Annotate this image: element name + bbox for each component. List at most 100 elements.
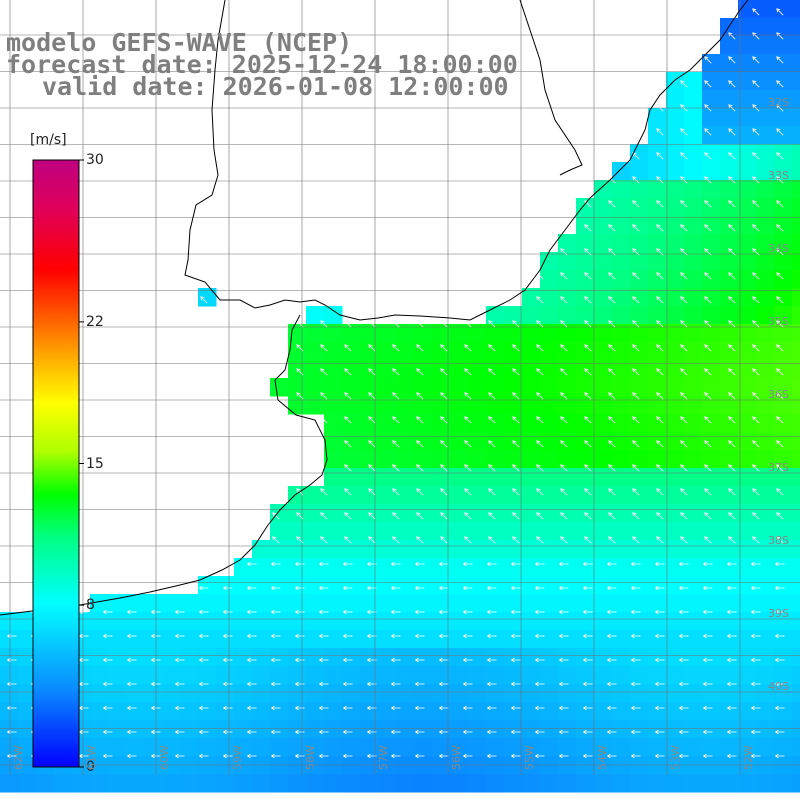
wind-cell bbox=[504, 576, 523, 595]
wind-cell bbox=[594, 414, 613, 433]
wind-cell bbox=[630, 630, 649, 649]
wind-arrow bbox=[704, 488, 712, 496]
wind-arrow bbox=[752, 176, 760, 184]
wind-cell bbox=[378, 396, 397, 415]
wind-arrow bbox=[702, 633, 713, 639]
wind-cell bbox=[684, 720, 703, 739]
wind-cell bbox=[234, 612, 253, 631]
wind-cell bbox=[684, 234, 703, 253]
wind-cell bbox=[684, 594, 703, 613]
wind-cell bbox=[540, 288, 559, 307]
wind-arrow bbox=[678, 609, 689, 615]
wind-cell bbox=[432, 702, 451, 721]
wind-arrow bbox=[368, 320, 376, 328]
wind-cell bbox=[180, 666, 199, 685]
wind-cell bbox=[306, 720, 325, 739]
wind-arrow bbox=[726, 753, 737, 759]
wind-cell bbox=[180, 738, 199, 757]
wind-cell bbox=[702, 108, 721, 127]
wind-cell bbox=[666, 468, 685, 487]
wind-arrow bbox=[342, 681, 353, 687]
wind-cell bbox=[216, 702, 235, 721]
wind-cell bbox=[630, 162, 649, 181]
wind-arrow bbox=[582, 681, 593, 687]
wind-arrow bbox=[608, 176, 616, 184]
latitude-label: 33S bbox=[768, 169, 789, 182]
wind-cell bbox=[360, 648, 379, 667]
wind-arrow bbox=[246, 561, 257, 567]
wind-cell bbox=[468, 450, 487, 469]
wind-arrow bbox=[416, 344, 424, 352]
wind-arrow bbox=[536, 416, 544, 424]
wind-cell bbox=[684, 576, 703, 595]
wind-arrow bbox=[486, 753, 497, 759]
wind-arrow bbox=[584, 368, 592, 376]
wind-arrow bbox=[654, 633, 665, 639]
wind-cell bbox=[630, 648, 649, 667]
wind-cell bbox=[792, 504, 800, 523]
wind-cell bbox=[306, 594, 325, 613]
wind-cell bbox=[216, 720, 235, 739]
wind-cell bbox=[630, 594, 649, 613]
wind-cell bbox=[432, 342, 451, 361]
wind-cell bbox=[324, 378, 343, 397]
wind-arrow bbox=[776, 176, 784, 184]
wind-cell bbox=[36, 774, 55, 793]
wind-arrow bbox=[270, 705, 281, 711]
wind-cell bbox=[558, 630, 577, 649]
wind-arrow bbox=[776, 296, 784, 304]
wind-cell bbox=[198, 594, 217, 613]
wind-arrow bbox=[390, 753, 401, 759]
wind-cell bbox=[594, 288, 613, 307]
wind-arrow bbox=[222, 633, 233, 639]
wind-arrow bbox=[320, 536, 328, 544]
wind-cell bbox=[648, 270, 667, 289]
wind-arrow bbox=[270, 681, 281, 687]
wind-cell bbox=[612, 738, 631, 757]
wind-arrow bbox=[392, 488, 400, 496]
wind-cell bbox=[450, 594, 469, 613]
wind-cell bbox=[594, 396, 613, 415]
wind-cell bbox=[702, 540, 721, 559]
wind-cell bbox=[594, 684, 613, 703]
wind-cell bbox=[540, 774, 559, 793]
wind-arrow bbox=[632, 368, 640, 376]
wind-arrow bbox=[750, 729, 761, 735]
wind-arrow bbox=[582, 753, 593, 759]
wind-arrow bbox=[726, 609, 737, 615]
wind-cell bbox=[18, 630, 37, 649]
wind-cell bbox=[540, 648, 559, 667]
wind-cell bbox=[378, 684, 397, 703]
wind-cell bbox=[144, 594, 163, 613]
wind-arrow bbox=[488, 368, 496, 376]
wind-cell bbox=[504, 630, 523, 649]
wind-arrow bbox=[440, 392, 448, 400]
wind-cell bbox=[288, 612, 307, 631]
wind-cell bbox=[648, 324, 667, 343]
wind-cell bbox=[486, 324, 505, 343]
wind-arrow bbox=[702, 753, 713, 759]
wind-arrow bbox=[390, 633, 401, 639]
wind-cell bbox=[702, 666, 721, 685]
wind-arrow bbox=[510, 753, 521, 759]
wind-cell bbox=[522, 558, 541, 577]
wind-cell bbox=[270, 378, 289, 397]
wind-cell bbox=[306, 684, 325, 703]
wind-cell bbox=[774, 36, 793, 55]
wind-cell bbox=[252, 630, 271, 649]
wind-cell bbox=[792, 468, 800, 487]
wind-cell bbox=[702, 216, 721, 235]
wind-cell bbox=[612, 666, 631, 685]
wind-cell bbox=[450, 666, 469, 685]
wind-cell bbox=[702, 306, 721, 325]
wind-cell bbox=[738, 684, 757, 703]
wind-cell bbox=[630, 180, 649, 199]
wind-arrow bbox=[488, 320, 496, 328]
wind-arrow bbox=[728, 488, 736, 496]
wind-arrow bbox=[750, 609, 761, 615]
wind-arrow bbox=[320, 344, 328, 352]
wind-arrow bbox=[752, 416, 760, 424]
wind-cell bbox=[738, 36, 757, 55]
wind-cell bbox=[540, 720, 559, 739]
wind-cell bbox=[720, 90, 739, 109]
